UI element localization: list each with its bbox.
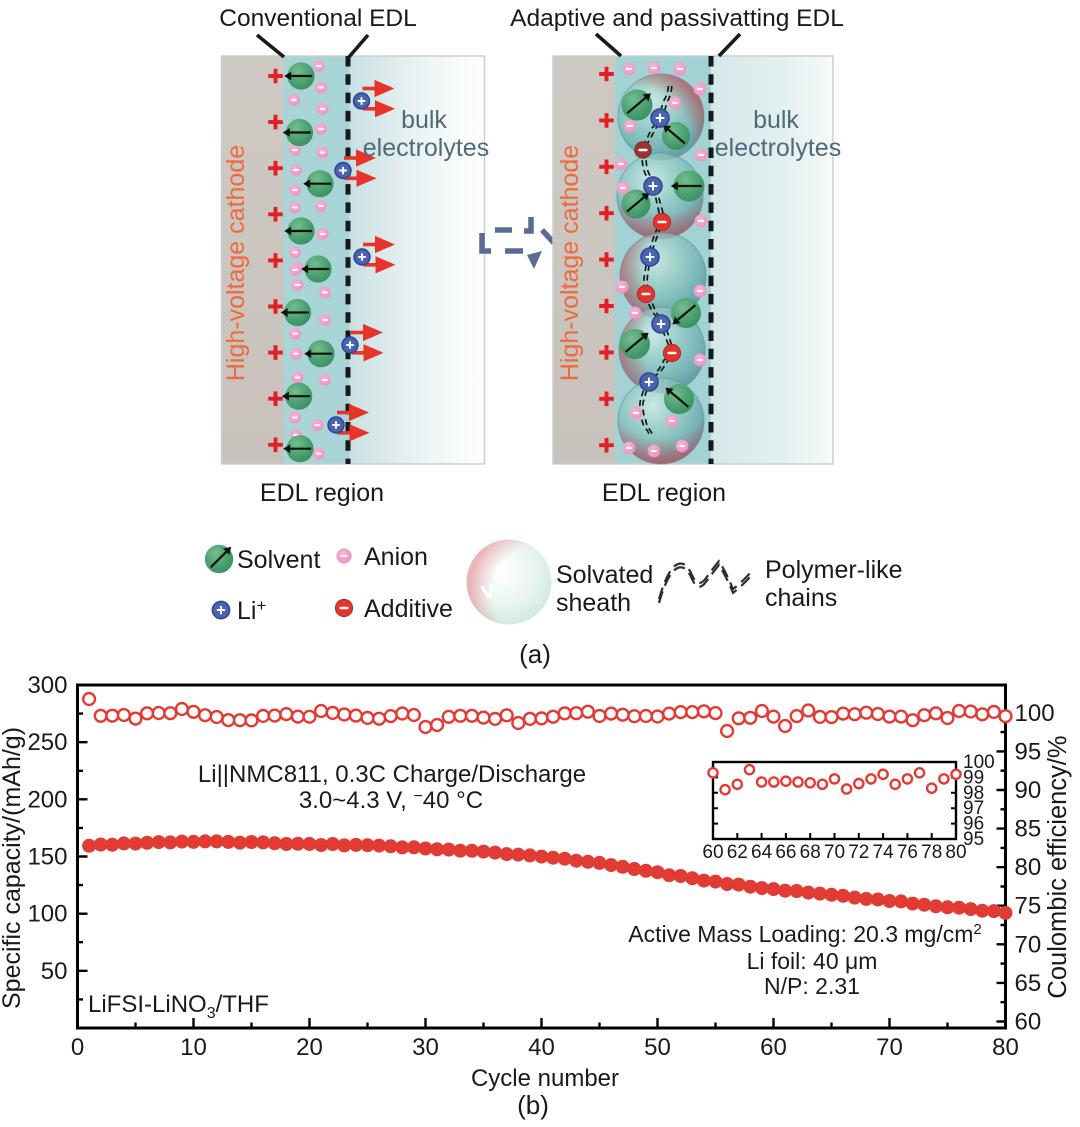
svg-text:80: 80 [945,842,966,863]
svg-text:70: 70 [1015,931,1042,958]
svg-text:75: 75 [1015,893,1042,920]
svg-text:EDL region: EDL region [260,479,384,507]
svg-text:chains: chains [765,584,837,612]
svg-text:150: 150 [27,844,67,871]
svg-text:3.0~4.3 V, −40 °C: 3.0~4.3 V, −40 °C [299,787,483,814]
svg-text:99: 99 [963,767,984,788]
svg-text:10: 10 [180,1034,207,1061]
svg-text:electrolytes: electrolytes [363,134,489,162]
svg-text:60: 60 [1015,1009,1042,1036]
svg-text:80: 80 [1015,854,1042,881]
svg-text:50: 50 [644,1034,671,1061]
svg-text:80: 80 [992,1034,1019,1061]
svg-text:60: 60 [760,1034,787,1061]
svg-text:electrolytes: electrolytes [715,134,841,162]
svg-text:30: 30 [412,1034,439,1061]
svg-text:300: 300 [27,672,67,699]
svg-text:96: 96 [963,814,984,835]
svg-text:LiFSI-LiNO3/THF: LiFSI-LiNO3/THF [88,991,269,1022]
svg-text:Coulombic efficiency/%: Coulombic efficiency/% [1044,735,1072,998]
svg-text:Solvent: Solvent [237,546,320,574]
svg-text:68: 68 [800,842,821,863]
svg-text:97: 97 [963,798,984,819]
svg-text:EDL region: EDL region [602,479,726,507]
svg-text:100: 100 [963,752,995,773]
svg-text:(b): (b) [517,1090,549,1120]
svg-text:0: 0 [71,1034,84,1061]
svg-text:66: 66 [775,842,796,863]
svg-text:95: 95 [963,829,984,850]
svg-text:100: 100 [27,901,67,928]
svg-text:bulk: bulk [753,106,799,134]
svg-text:70: 70 [824,842,845,863]
svg-text:N/P: 2.31: N/P: 2.31 [764,973,860,999]
svg-text:40: 40 [528,1034,555,1061]
svg-text:74: 74 [873,842,895,863]
svg-text:Li||NMC811, 0.3C Charge/Disc: Li||NMC811, 0.3C Charge/Discharge [198,761,586,788]
svg-text:65: 65 [1015,970,1042,997]
svg-text:sheath: sheath [556,589,631,617]
svg-text:Solvated: Solvated [556,561,653,589]
svg-text:Active Mass Loading: 20.3 mg/c: Active Mass Loading: 20.3 mg/cm2 [628,921,982,947]
svg-text:76: 76 [897,842,918,863]
svg-text:200: 200 [27,786,67,813]
svg-text:50: 50 [41,958,68,985]
svg-text:High-voltage cathode: High-voltage cathode [556,145,584,381]
svg-text:250: 250 [27,729,67,756]
svg-text:Li foil: 40 μm: Li foil: 40 μm [747,948,878,974]
svg-text:60: 60 [702,842,723,863]
svg-text:Polymer-like: Polymer-like [765,556,903,584]
svg-text:72: 72 [848,842,869,863]
svg-text:20: 20 [296,1034,323,1061]
svg-text:85: 85 [1015,816,1042,843]
svg-text:Conventional EDL: Conventional EDL [219,5,416,32]
svg-text:Specific capacity/(mAh/g): Specific capacity/(mAh/g) [0,727,26,1009]
svg-text:v: v [478,576,497,605]
svg-text:90: 90 [1015,777,1042,804]
svg-text:64: 64 [751,842,773,863]
svg-text:70: 70 [876,1034,903,1061]
svg-text:Anion: Anion [364,543,428,571]
svg-text:98: 98 [963,783,984,804]
svg-text:62: 62 [727,842,748,863]
svg-text:Adaptive and passivatting EDL: Adaptive and passivatting EDL [510,5,844,32]
svg-text:(a): (a) [519,639,551,669]
svg-text:High-voltage cathode: High-voltage cathode [222,145,250,381]
svg-text:78: 78 [921,842,942,863]
svg-text:Additive: Additive [364,595,453,623]
svg-text:bulk: bulk [401,106,447,134]
svg-text:95: 95 [1015,738,1042,765]
svg-text:Cycle number: Cycle number [471,1065,619,1092]
svg-text:100: 100 [1015,700,1055,727]
